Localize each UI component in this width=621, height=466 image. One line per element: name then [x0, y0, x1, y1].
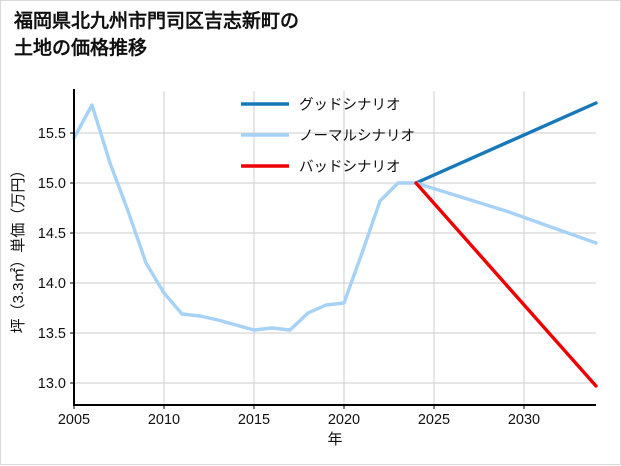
y-tick-label: 14.0 — [38, 276, 66, 292]
series-line-ノーマルシナリオ — [72, 103, 598, 332]
legend-label-ノーマルシナリオ: ノーマルシナリオ — [299, 129, 415, 145]
x-tick-label: 2005 — [58, 412, 90, 428]
x-tick-label: 2025 — [418, 412, 450, 428]
y-tick-label: 15.0 — [38, 176, 66, 192]
x-tick-label: 2020 — [328, 412, 360, 428]
series-line-グッドシナリオ — [414, 101, 598, 185]
legend-label-グッドシナリオ: グッドシナリオ — [299, 97, 401, 114]
y-tick-label: 13.0 — [38, 376, 66, 392]
x-tick-label: 2030 — [508, 412, 540, 428]
y-tick-label: 14.5 — [38, 226, 66, 242]
y-axis-tick-labels: 13.0 13.5 14.0 14.5 15.0 15.5 — [38, 126, 66, 392]
series-line-バッドシナリオ — [414, 181, 598, 388]
y-axis-title: 坪（3.3㎡）単価（万円） — [10, 163, 27, 334]
x-tick-label: 2010 — [148, 412, 180, 428]
chart-tick-marks — [70, 132, 525, 409]
y-tick-label: 15.5 — [38, 126, 66, 142]
x-axis-title: 年 — [327, 431, 342, 448]
page-title: 福岡県北九州市門司区吉志新町の 土地の価格推移 — [14, 11, 300, 59]
x-axis-tick-labels: 2005 2010 2015 2020 2025 2030 — [58, 412, 540, 428]
y-tick-label: 13.5 — [38, 326, 66, 342]
chart-series-group — [72, 101, 598, 388]
chart-axes-spines — [72, 89, 596, 407]
legend-label-バッドシナリオ: バッドシナリオ — [299, 160, 401, 176]
x-tick-label: 2015 — [238, 412, 270, 428]
